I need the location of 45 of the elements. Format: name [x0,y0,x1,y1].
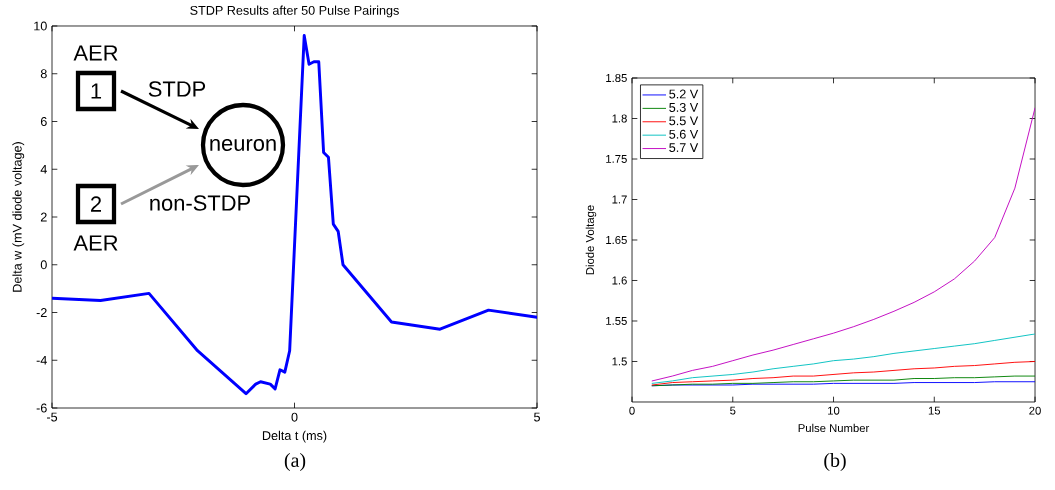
legend-label: 5.6 V [669,129,699,139]
legend-label: 5.3 V [669,102,699,112]
text: (b) [824,452,846,472]
x-axis-title: Delta t (ms) [262,430,327,443]
y-axis-title: Diode Voltage [585,205,597,275]
y-tick-label: 1.75 [606,155,627,163]
annotation: non-STDP [150,195,250,211]
y-tick-label: -6 [36,403,47,413]
legend-label: 5.7 V [669,143,699,153]
x-tick-label: 10 [828,406,840,415]
y-tick-label: 1.6 [612,276,627,285]
y-tick-label: 6 [40,117,47,126]
y-tick-label: -2 [36,308,47,317]
line-series [52,34,538,396]
x-tick-label: 20 [1029,406,1041,415]
y-tick-label: 4 [40,164,47,174]
y-tick-label: 0 [40,260,47,270]
annotation: 1 [91,83,102,99]
y-axis-title: Delta w (mV diode voltage) [12,142,25,292]
x-tick-label: -5 [46,412,58,422]
x-axis-title: Pulse Number [798,423,870,433]
x-tick-label: 0 [291,412,298,422]
x-tick-label: 5 [534,412,540,422]
y-tick-label: -4 [36,355,47,365]
x-tick-label: 5 [730,406,736,415]
x-tick-label: 0 [629,406,635,415]
y-tick-label: 1.8 [612,114,627,123]
y-tick-label: 8 [40,69,47,79]
text: (a) [284,452,306,472]
annotation: AER [73,45,118,61]
annotation: 2 [91,196,101,212]
annotation: AER [73,235,118,251]
annotation: neuron [210,139,276,151]
y-tick-label: 10 [34,21,47,31]
legend-label: 5.5 V [669,116,699,126]
y-tick-label: 1.7 [612,195,627,204]
y-tick-label: 1.5 [612,357,627,366]
y-tick-label: 1.65 [606,236,627,244]
annotation: STDP [148,81,206,97]
y-tick-label: 1.85 [606,74,627,82]
y-tick-label: 2 [40,212,47,222]
y-tick-label: 1.55 [606,317,627,325]
chart-title: STDP Results after 50 Pulse Pairings [190,5,399,18]
x-tick-label: 15 [928,406,941,415]
legend-label: 5.2 V [669,89,699,99]
